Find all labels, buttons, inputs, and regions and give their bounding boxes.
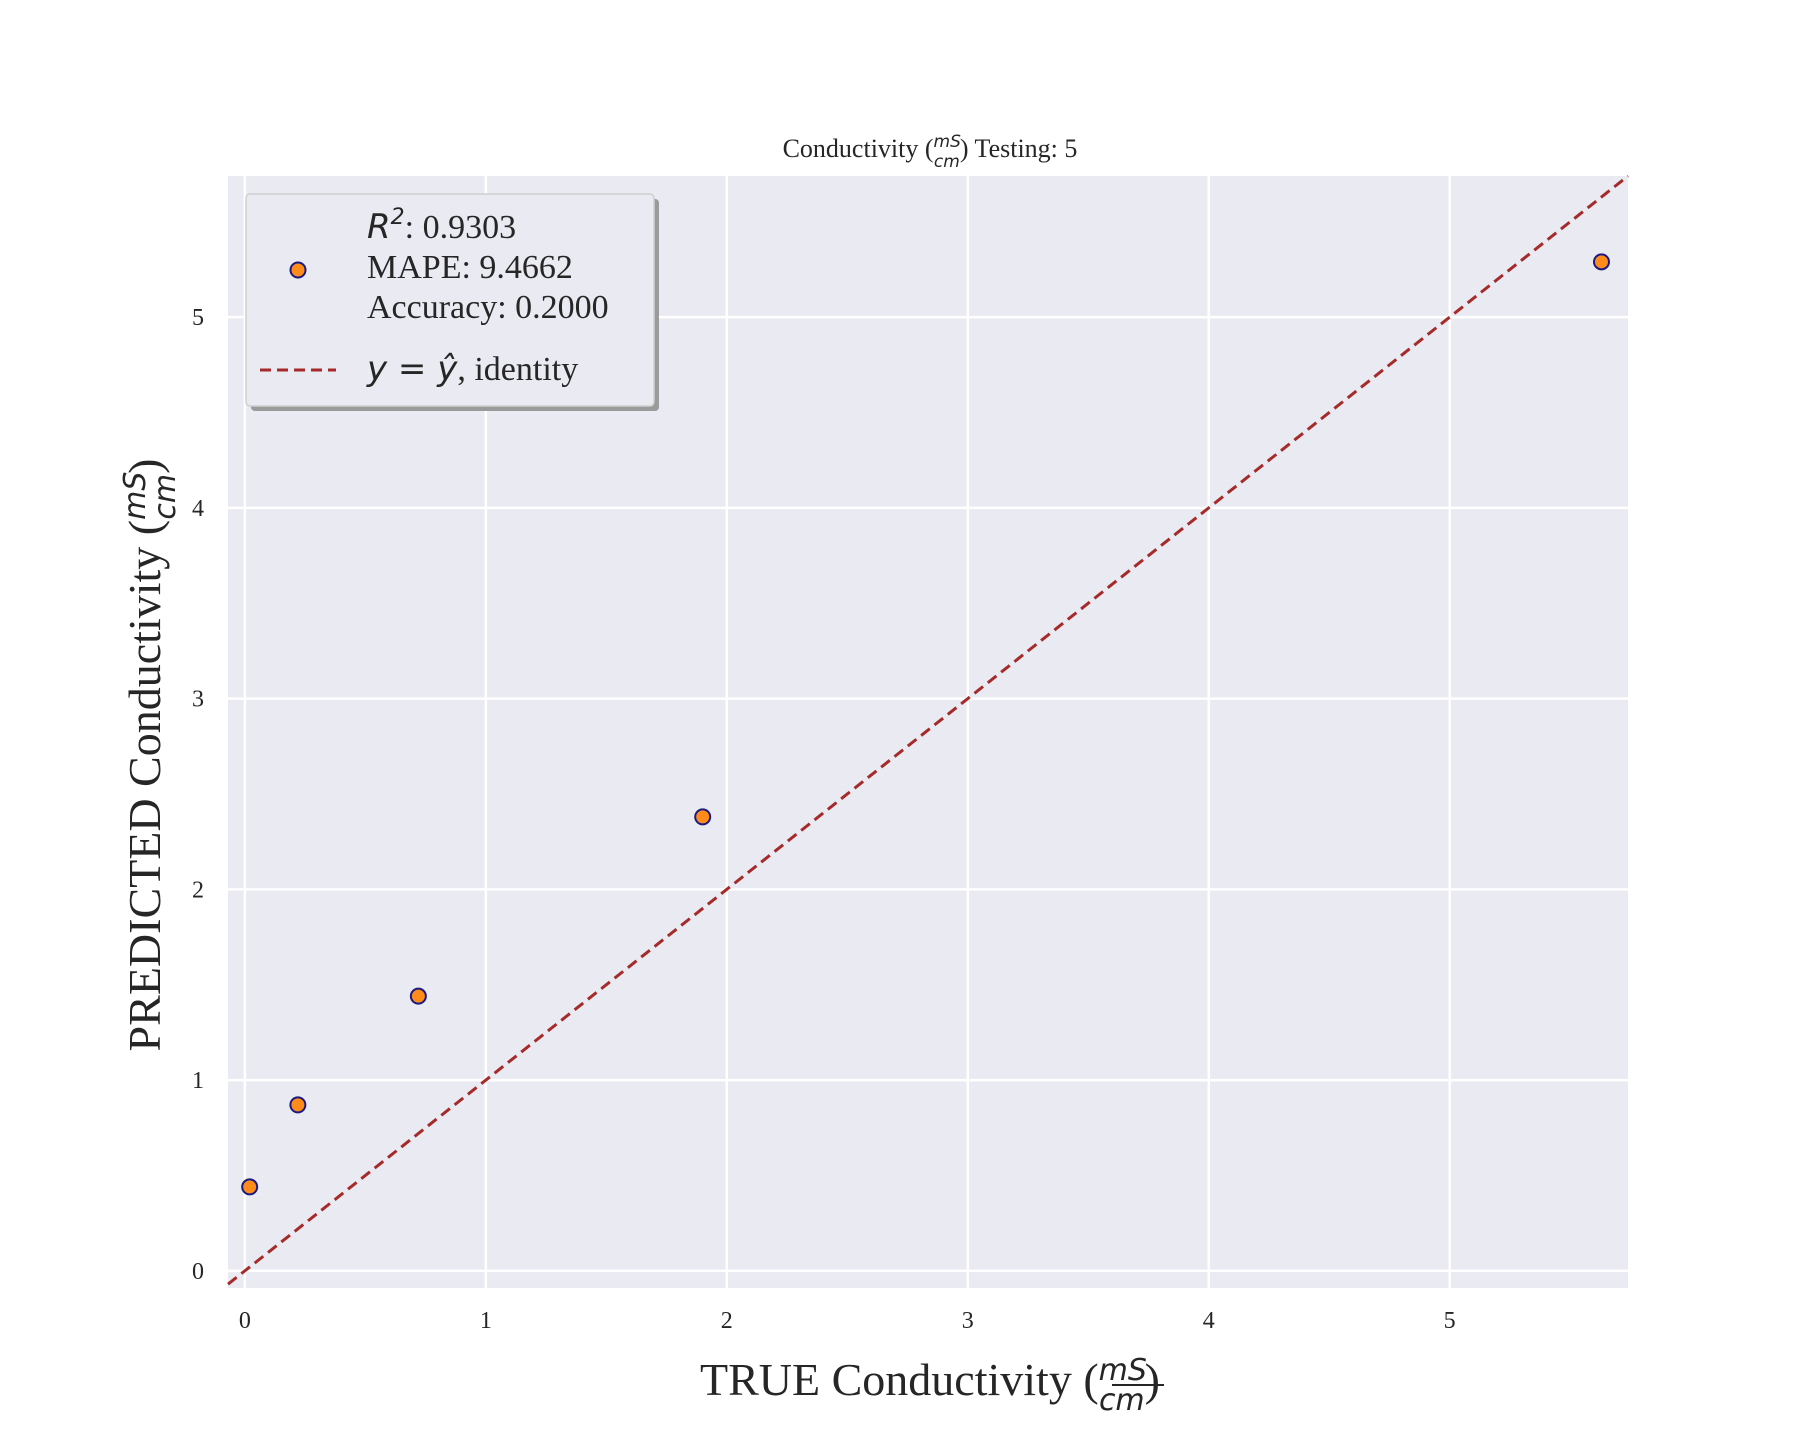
legend-r2: R2: 0.9303 [367,205,516,247]
x-tick-label: 0 [239,1308,251,1334]
y-tick-label: 0 [192,1259,204,1285]
y-tick-labels: 0 1 2 3 4 5 [192,305,204,1285]
legend-identity: y = ŷ, identity [366,349,578,389]
data-point [694,808,712,826]
x-axis-label: TRUE Conductivity (mS cm) [700,1353,1160,1418]
legend-point-marker [289,261,307,279]
x-tick-label: 3 [962,1308,974,1334]
y-tick-label: 1 [192,1068,204,1094]
data-point [241,1178,259,1196]
y-axis-label: PREDICTED Conductivity (mScm) [118,459,183,1052]
x-tick-label: 2 [721,1308,733,1334]
x-tick-label: 1 [480,1308,492,1334]
y-tick-label: 4 [192,496,204,522]
x-tick-label: 4 [1203,1308,1215,1334]
grid-lines [228,176,1628,1288]
y-tick-label: 2 [192,877,204,903]
y-tick-label: 3 [192,687,204,713]
x-tick-label: 5 [1444,1308,1456,1334]
legend-mape: MAPE: 9.4662 [367,249,573,286]
legend-accuracy: Accuracy: 0.2000 [367,289,609,326]
data-point [1592,253,1610,271]
data-point [409,987,427,1005]
scatter-points [241,253,1610,1196]
y-tick-label: 5 [192,305,204,331]
chart-title: Conductivity (mS cm) Testing: 5 [783,132,1078,172]
legend-box [245,193,655,407]
data-point [289,1096,307,1114]
identity-line-group [227,174,1629,1286]
legend: R2: 0.9303 MAPE: 9.4662 Accuracy: 0.2000… [245,193,659,411]
x-tick-labels: 0 1 2 3 4 5 [239,1308,1456,1334]
identity-line [227,174,1629,1286]
